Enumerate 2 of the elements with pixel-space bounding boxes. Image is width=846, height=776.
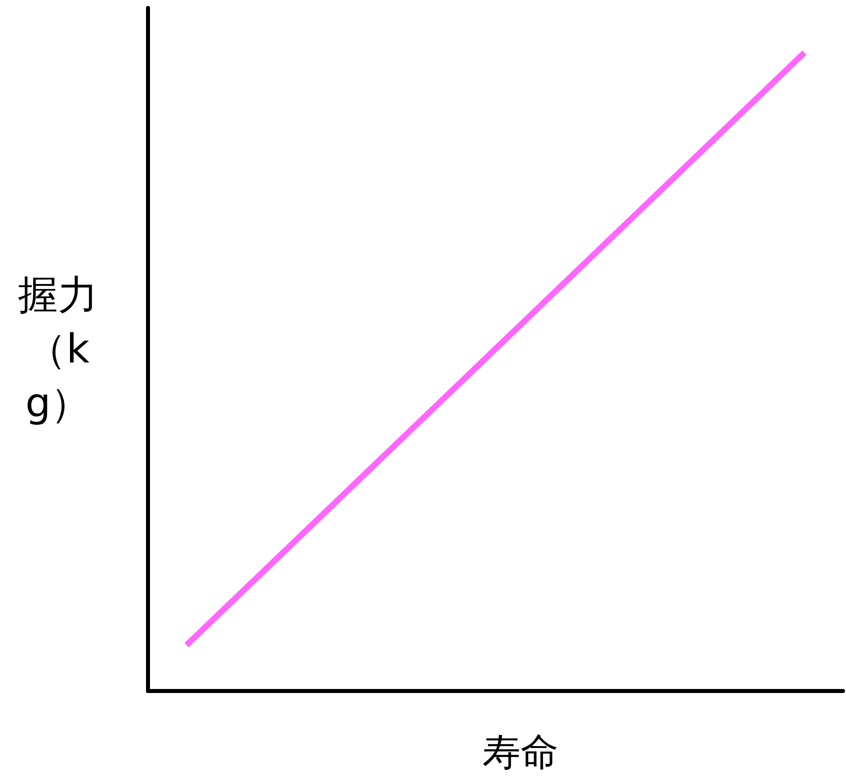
y-axis-title: 握力（kg） <box>18 272 98 426</box>
x-axis-title: 寿命 <box>482 730 558 774</box>
